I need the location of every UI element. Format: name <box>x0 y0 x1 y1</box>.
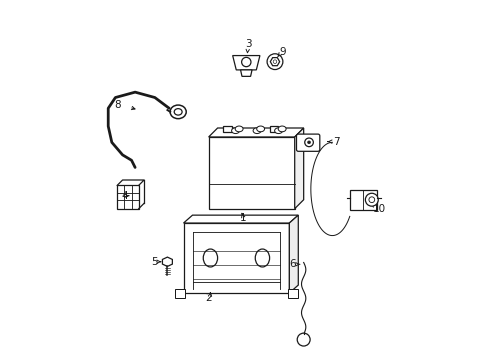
Ellipse shape <box>203 249 217 267</box>
Circle shape <box>304 138 313 147</box>
Ellipse shape <box>231 128 239 134</box>
Circle shape <box>273 60 276 63</box>
Ellipse shape <box>256 126 264 132</box>
Ellipse shape <box>170 105 186 119</box>
Text: 6: 6 <box>289 259 296 269</box>
Polygon shape <box>232 55 260 70</box>
Polygon shape <box>183 215 298 223</box>
Polygon shape <box>270 58 279 66</box>
Polygon shape <box>289 215 298 293</box>
Text: 5: 5 <box>150 257 157 267</box>
Circle shape <box>241 57 250 67</box>
Circle shape <box>307 141 310 144</box>
Bar <box>349 190 376 210</box>
Text: 8: 8 <box>114 100 120 110</box>
Polygon shape <box>240 70 251 76</box>
Ellipse shape <box>274 128 282 134</box>
Text: 1: 1 <box>239 213 245 222</box>
Polygon shape <box>294 128 303 209</box>
Circle shape <box>368 197 374 203</box>
Text: 10: 10 <box>372 204 385 215</box>
Polygon shape <box>208 128 303 137</box>
Text: 4: 4 <box>121 191 127 201</box>
Ellipse shape <box>278 126 285 132</box>
FancyBboxPatch shape <box>296 134 319 151</box>
Bar <box>208 137 294 209</box>
Ellipse shape <box>174 109 182 115</box>
Circle shape <box>266 54 282 69</box>
Ellipse shape <box>235 126 243 132</box>
Text: 7: 7 <box>332 137 339 147</box>
Text: 9: 9 <box>279 46 285 57</box>
Polygon shape <box>117 185 139 209</box>
Text: 2: 2 <box>205 293 211 303</box>
Polygon shape <box>162 257 172 266</box>
Bar <box>269 126 278 132</box>
Bar <box>183 223 289 293</box>
Bar <box>174 289 185 298</box>
Bar <box>223 126 231 132</box>
Bar <box>287 289 298 298</box>
Circle shape <box>297 333 309 346</box>
Ellipse shape <box>255 249 269 267</box>
Text: 3: 3 <box>245 40 252 49</box>
Ellipse shape <box>253 128 261 134</box>
Circle shape <box>365 193 378 206</box>
